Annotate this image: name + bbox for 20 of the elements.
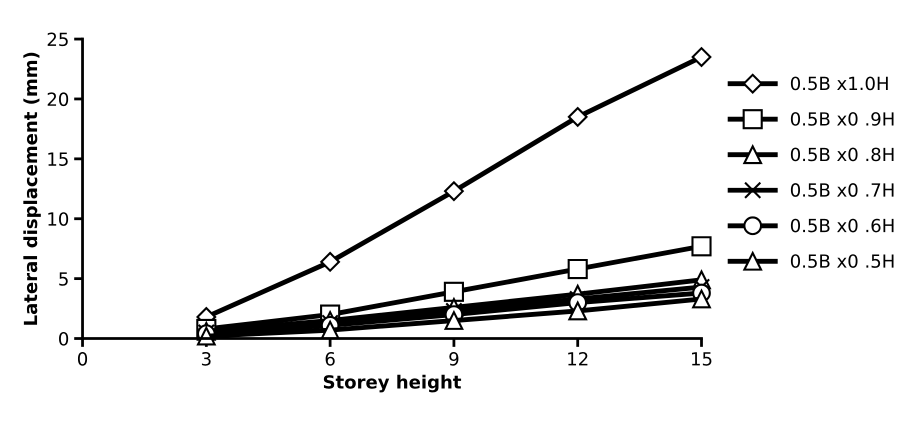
x-tick-label: 12 bbox=[568, 352, 588, 366]
y-tick-label: 5 bbox=[59, 272, 68, 286]
x-tick-label: 3 bbox=[202, 352, 211, 366]
y-tick-label: 15 bbox=[48, 152, 68, 166]
x-tick-label: 6 bbox=[326, 352, 335, 366]
legend-label: 0.5B x0 .7H bbox=[790, 183, 894, 197]
y-tick-label: 25 bbox=[48, 32, 68, 46]
x-axis-title: Storey height bbox=[324, 374, 462, 392]
x-tick-label: 0 bbox=[78, 352, 88, 366]
y-axis-title: Lateral displacement (mm) bbox=[23, 52, 41, 325]
x-tick-label: 9 bbox=[449, 352, 458, 366]
legend-label: 0.5B x1.0H bbox=[790, 76, 888, 90]
x-tick-label: 15 bbox=[692, 352, 712, 366]
legend-label: 0.5B x0 .8H bbox=[790, 148, 894, 162]
y-tick-label: 20 bbox=[48, 92, 68, 106]
legend-label: 0.5B x0 .6H bbox=[790, 218, 894, 232]
legend-label: 0.5B x0 .5H bbox=[790, 254, 894, 268]
y-tick-label: 0 bbox=[59, 332, 68, 346]
legend-label: 0.5B x0 .9H bbox=[790, 112, 894, 126]
y-tick-label: 10 bbox=[48, 212, 68, 226]
